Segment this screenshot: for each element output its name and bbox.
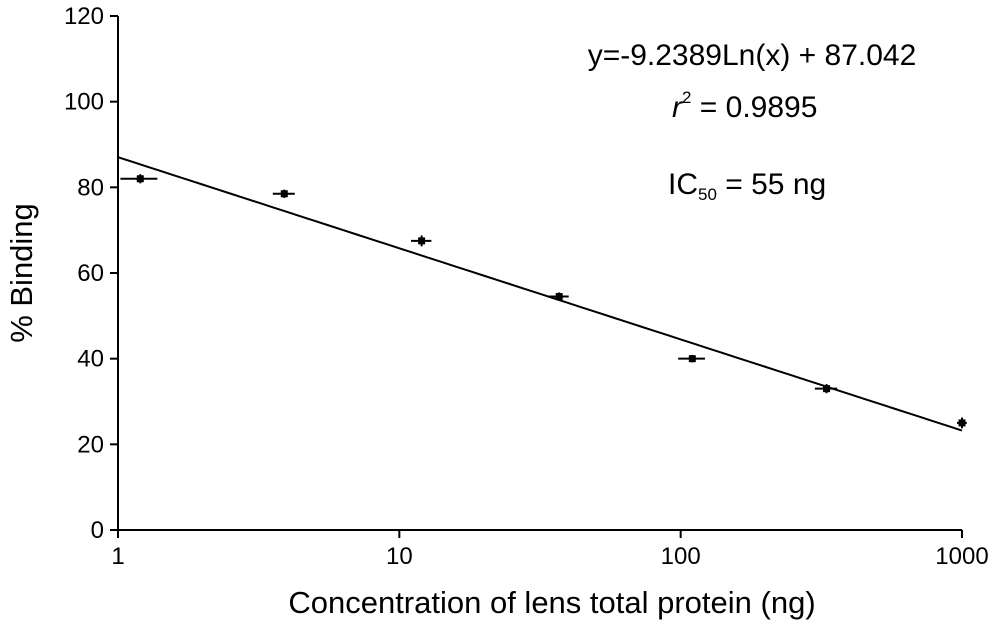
data-point (410, 235, 432, 247)
y-tick-label: 60 (77, 260, 104, 287)
plot-area (117, 156, 967, 432)
x-tick-label: 100 (661, 543, 701, 570)
x-tick-label: 1 (111, 543, 124, 570)
axes (117, 16, 962, 531)
marker (823, 385, 831, 393)
x-axis-title: Concentration of lens total protein (ng) (288, 585, 815, 620)
y-tick-label: 80 (77, 174, 104, 201)
x-ticks: 1 10 100 1000 (111, 530, 989, 570)
r-squared-exponent: 2 (682, 88, 691, 107)
x-tick-label: 1000 (935, 543, 988, 570)
ic50: IC50 = 55 ng (668, 168, 826, 204)
marker (958, 419, 966, 427)
y-tick-label: 0 (91, 517, 104, 544)
fit-equation: y=-9.2389Ln(x) + 87.042 (588, 39, 917, 72)
data-point (548, 292, 569, 301)
data-point (120, 174, 158, 184)
data-point (957, 417, 967, 429)
ic50-subscript: 50 (698, 185, 717, 204)
y-ticks: 0 20 40 60 80 100 120 (64, 3, 118, 544)
marker (136, 175, 144, 183)
ic50-value: = 55 ng (717, 168, 826, 201)
annotations: y=-9.2389Ln(x) + 87.042 r2 = 0.9895 IC50… (588, 39, 917, 204)
x-tick-label: 10 (386, 543, 413, 570)
fit-line (117, 156, 963, 432)
y-tick-label: 100 (64, 89, 104, 116)
r-squared-label: r (672, 91, 683, 124)
data-point (678, 354, 705, 363)
y-tick-label: 20 (77, 431, 104, 458)
data-point (814, 384, 838, 394)
y-axis-title: % Binding (4, 203, 39, 343)
marker (280, 190, 288, 198)
y-tick-label: 120 (64, 3, 104, 30)
marker (688, 355, 696, 363)
y-tick-label: 40 (77, 346, 104, 373)
data-point (272, 189, 295, 198)
ic50-label: IC (668, 168, 698, 201)
r-squared-value: = 0.9895 (691, 91, 817, 124)
r-squared: r2 = 0.9895 (672, 88, 817, 124)
marker (555, 293, 563, 301)
marker (418, 237, 426, 245)
